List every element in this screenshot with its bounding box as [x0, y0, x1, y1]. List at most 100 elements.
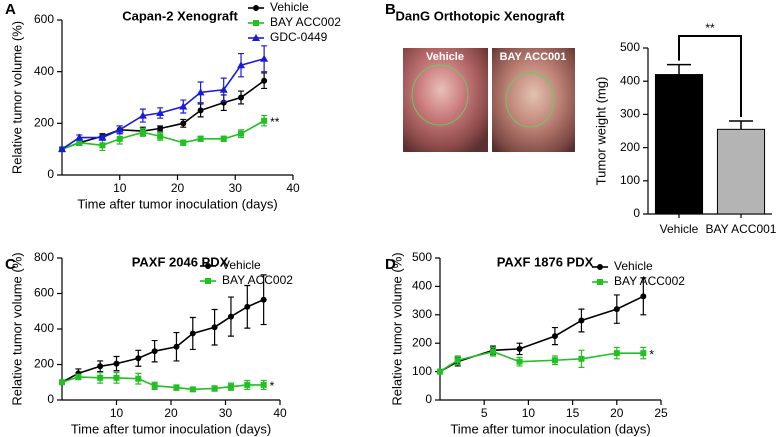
legend-label: GDC-0449	[270, 30, 328, 44]
legend-label: BAY ACC002	[614, 274, 685, 288]
y-tick-label: 0	[425, 392, 432, 406]
y-tick-label: 0	[47, 392, 54, 406]
legend-marker	[205, 263, 211, 269]
y-tick-label: 200	[34, 116, 54, 130]
x-tick-label: 20	[610, 406, 624, 420]
data-point	[189, 386, 196, 393]
chart-title: Capan-2 Xenograft	[122, 8, 238, 23]
data-point	[75, 133, 84, 141]
y-tick-label: 0	[47, 167, 54, 181]
data-point	[227, 383, 234, 390]
annotation: *	[649, 347, 654, 361]
data-point	[197, 107, 204, 114]
data-point	[613, 306, 620, 313]
data-point	[437, 368, 443, 375]
bar	[654, 74, 704, 215]
data-point	[454, 357, 461, 364]
data-point	[99, 142, 106, 149]
data-point	[113, 360, 120, 367]
panel-label: C	[5, 256, 16, 273]
panel-label: B	[385, 1, 396, 18]
tumor-outline	[411, 64, 469, 126]
y-tick-label: 400	[620, 73, 640, 87]
data-point	[578, 317, 585, 324]
x-axis-label: Time after tumor inoculation (days)	[77, 196, 277, 211]
data-point	[97, 363, 104, 370]
y-tick-label: 400	[34, 64, 54, 78]
y-tick-label: 100	[412, 364, 432, 378]
y-tick-label: 500	[620, 40, 640, 54]
x-tick-label: 40	[273, 406, 287, 420]
y-axis-label: Relative tumor volume (%)	[389, 252, 404, 405]
legend-label: Vehicle	[270, 0, 309, 14]
data-point	[238, 130, 245, 137]
significance-bracket	[678, 35, 742, 118]
data-point	[139, 129, 146, 136]
legend-marker	[597, 264, 603, 270]
y-axis-label: Relative tumor volume (%)	[9, 252, 24, 405]
legend-label: BAY ACC002	[222, 273, 293, 287]
data-point	[227, 313, 234, 320]
data-point	[58, 145, 66, 153]
y-tick-label: 400	[34, 321, 54, 335]
chart-title: PAXF 1876 PDX	[497, 254, 594, 269]
x-tick-label: Vehicle	[660, 222, 699, 236]
data-point	[640, 293, 647, 300]
bar	[716, 128, 766, 215]
y-tick-label: 200	[620, 140, 640, 154]
panel-label: D	[385, 256, 396, 273]
data-point	[59, 379, 65, 386]
data-point	[490, 348, 497, 355]
data-point	[116, 135, 123, 142]
x-axis-label: Time after tumor inoculation (days)	[71, 421, 271, 436]
data-point	[151, 382, 158, 389]
annotation: *	[270, 379, 275, 393]
data-point	[135, 355, 142, 362]
x-tick-label: 20	[171, 181, 185, 195]
data-point	[244, 303, 251, 310]
data-point	[261, 117, 268, 124]
x-tick-label: 5	[481, 406, 488, 420]
legend-label: Vehicle	[614, 259, 653, 273]
data-point	[197, 135, 204, 142]
y-axis-label: Relative tumor volume (%)	[9, 21, 24, 174]
data-point	[261, 77, 268, 84]
data-point	[613, 350, 620, 357]
series-line	[439, 350, 644, 373]
photo-label: BAY ACC001	[500, 51, 567, 63]
x-tick-label: BAY ACC001	[706, 222, 777, 236]
series-line	[61, 298, 264, 383]
data-point	[238, 94, 245, 101]
x-tick-label: 25	[654, 406, 668, 420]
legend-marker	[205, 278, 211, 284]
y-tick-label: 800	[34, 250, 54, 264]
y-tick-label: 200	[34, 357, 54, 371]
x-tick-label: 40	[286, 181, 300, 195]
data-point	[156, 109, 165, 116]
data-point	[189, 330, 196, 337]
tumor-outline	[505, 72, 555, 128]
data-point	[260, 54, 269, 62]
error-bar	[667, 63, 691, 75]
data-point	[211, 324, 218, 331]
chart-title: DanG Orthotopic Xenograft	[396, 8, 566, 23]
data-point	[75, 373, 82, 380]
data-point	[244, 381, 251, 388]
data-point	[97, 374, 104, 381]
data-point	[578, 355, 585, 362]
data-point	[151, 348, 158, 355]
y-tick-label: 300	[620, 107, 640, 121]
data-point	[173, 343, 180, 350]
legend-label: Vehicle	[222, 258, 261, 272]
x-tick-label: 10	[110, 406, 124, 420]
series-line	[439, 295, 644, 373]
x-tick-label: 30	[219, 406, 233, 420]
y-tick-label: 100	[620, 173, 640, 187]
data-point	[260, 381, 267, 388]
y-tick-label: 500	[412, 250, 432, 264]
data-point	[157, 125, 164, 132]
data-point	[219, 85, 228, 93]
data-point	[135, 375, 142, 382]
panel-label: A	[5, 1, 16, 18]
data-point	[551, 357, 558, 364]
